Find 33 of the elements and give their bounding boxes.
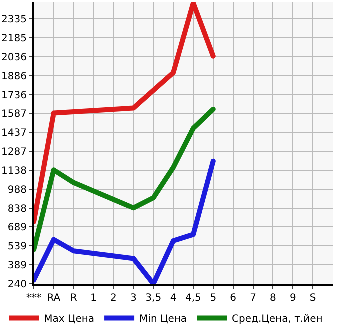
legend-label: Max Цена — [44, 314, 95, 326]
x-tick-label: 5 — [210, 293, 217, 304]
y-tick-label: 389 — [8, 260, 27, 272]
x-tick-label: 6 — [230, 293, 237, 304]
legend-label: Min Цена — [140, 314, 188, 326]
x-tick-label: RA — [47, 293, 61, 304]
x-tick-label: 8 — [270, 293, 276, 304]
x-tick-label: 9 — [290, 293, 296, 304]
legend-label: Сред.Цена, т.йен — [232, 314, 323, 326]
x-tick-label: 3,5 — [146, 293, 162, 304]
y-tick-label: 838 — [8, 204, 27, 215]
y-tick-label: 1437 — [2, 128, 27, 140]
y-tick-label: 1138 — [2, 166, 27, 177]
x-tick-label: *** — [26, 293, 42, 304]
x-tick-label: 4,5 — [186, 293, 202, 304]
x-tick-label: 1 — [90, 293, 97, 304]
x-tick-label: R — [70, 293, 78, 304]
y-tick-label: 2036 — [2, 52, 27, 64]
y-tick-label: 240 — [8, 280, 27, 290]
y-tick-label: 1736 — [2, 90, 27, 102]
y-tick-label: 1886 — [2, 71, 27, 82]
y-tick-label: 2185 — [2, 34, 27, 45]
x-tick-label: 2 — [110, 293, 117, 304]
x-tick-label: 7 — [250, 293, 256, 304]
y-tick-label: 689 — [8, 222, 27, 234]
x-tick-label: S — [310, 293, 316, 304]
y-tick-label: 1587 — [2, 109, 27, 120]
x-tick-label: 4 — [170, 293, 177, 304]
x-tick-label: 3 — [130, 293, 137, 304]
y-tick-label: 988 — [8, 184, 27, 196]
y-tick-label: 2335 — [2, 14, 27, 26]
y-tick-label: 539 — [8, 242, 27, 253]
y-tick-label: 1287 — [2, 147, 27, 158]
